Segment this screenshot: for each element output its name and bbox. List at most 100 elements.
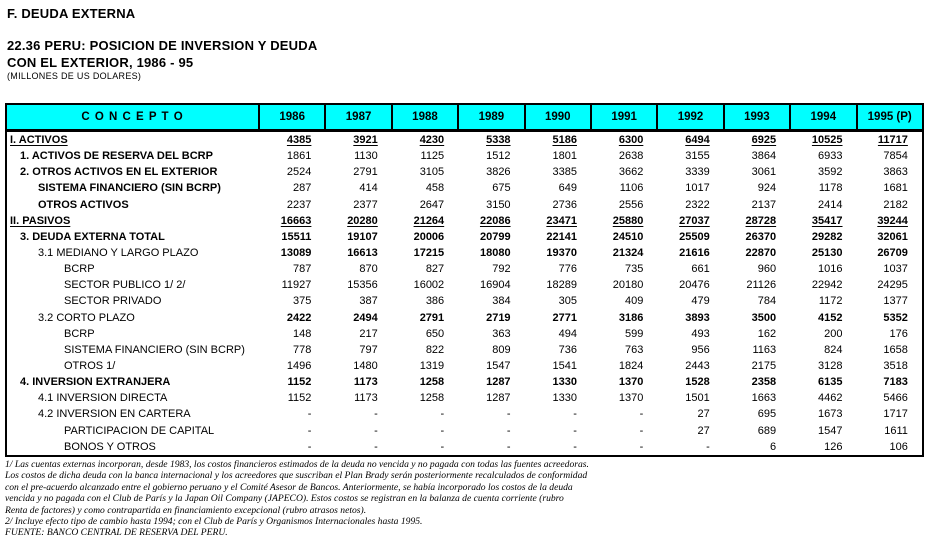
cell-value: 20280 bbox=[347, 214, 378, 227]
cell-value: 778 bbox=[293, 343, 312, 356]
cell-value: - bbox=[573, 440, 577, 453]
cell-value: 2443 bbox=[685, 360, 710, 373]
cell-value: 1541 bbox=[552, 360, 577, 373]
cell-value: 792 bbox=[492, 263, 511, 276]
cell-value: 3864 bbox=[751, 150, 777, 163]
cell-value: 479 bbox=[691, 295, 710, 308]
cell-value: 1658 bbox=[883, 343, 908, 356]
cell-value: 776 bbox=[558, 263, 577, 276]
row-label: 4.1 INVERSION DIRECTA bbox=[38, 392, 168, 405]
cell-value: 736 bbox=[558, 343, 577, 356]
cell-value: 126 bbox=[824, 440, 843, 453]
cell-value: 363 bbox=[492, 327, 511, 340]
cell-value: 23471 bbox=[546, 214, 577, 227]
cell-value: 15356 bbox=[347, 279, 378, 292]
cell-value: 148 bbox=[293, 327, 312, 340]
table-row: 1. ACTIVOS DE RESERVA DEL BCRP 1861 1130 11… bbox=[6, 148, 923, 164]
cell-value: 1258 bbox=[419, 376, 445, 389]
cell-value: 24295 bbox=[877, 279, 908, 292]
row-label: 4. INVERSION EXTRANJERA bbox=[20, 376, 171, 389]
cell-value: 2237 bbox=[286, 198, 312, 211]
year-header-cell: 1992 bbox=[656, 104, 724, 132]
cell-value: 18289 bbox=[546, 279, 577, 292]
cell-value: 1330 bbox=[552, 376, 577, 389]
cell-value: 1017 bbox=[685, 182, 710, 195]
table-title-line2: CON EL EXTERIOR, 1986 - 95 bbox=[7, 55, 194, 70]
cell-value: 2322 bbox=[685, 198, 710, 211]
cell-value: 26370 bbox=[745, 230, 777, 243]
table-row: 4.1 INVERSION DIRECTA 1152 1173 1258 1287 133… bbox=[6, 390, 923, 406]
cell-value: 3105 bbox=[419, 166, 445, 179]
footnote-line: Los costos de dicha deuda con la banca i… bbox=[5, 470, 588, 482]
cell-value: 809 bbox=[492, 343, 511, 356]
cell-value: 19107 bbox=[347, 230, 378, 243]
cell-value: - bbox=[440, 440, 445, 453]
cell-value: 1330 bbox=[552, 392, 577, 405]
cell-value: - bbox=[639, 440, 644, 453]
cell-value: 10525 bbox=[811, 134, 843, 147]
cell-value: 386 bbox=[425, 295, 445, 308]
footnote-line: 1/ Las cuentas externas incorporan, desd… bbox=[5, 459, 589, 470]
cell-value: 1152 bbox=[287, 392, 312, 405]
cell-value: - bbox=[573, 408, 577, 421]
cell-value: 3662 bbox=[618, 166, 644, 179]
footnote-line: vencida y no pagada con el Club de París… bbox=[5, 493, 564, 505]
cell-value: 3061 bbox=[751, 166, 777, 179]
cell-value: 3863 bbox=[883, 166, 908, 179]
cell-value: - bbox=[307, 424, 312, 437]
cell-value: 1016 bbox=[818, 263, 843, 276]
cell-value: 6 bbox=[770, 440, 777, 453]
cell-value: 1125 bbox=[420, 150, 445, 163]
cell-value: 1287 bbox=[486, 376, 511, 389]
section-title: F. DEUDA EXTERNA bbox=[7, 6, 136, 21]
row-label: 3. DEUDA EXTERNA TOTAL bbox=[20, 230, 165, 243]
cell-value: 4230 bbox=[419, 134, 445, 147]
cell-value: 15511 bbox=[281, 230, 312, 243]
cell-value: 797 bbox=[359, 343, 378, 356]
row-label: 2. OTROS ACTIVOS EN EL EXTERIOR bbox=[20, 166, 218, 179]
cell-value: 1377 bbox=[883, 295, 908, 308]
cell-value: 924 bbox=[757, 182, 777, 195]
cell-value: 375 bbox=[293, 295, 312, 308]
table-row: 3. DEUDA EXTERNA TOTAL 15511 19107 20006 207… bbox=[6, 229, 923, 245]
table-row: SECTOR PRIVADO 375 387 386 384 305 409 479 784 11… bbox=[6, 293, 923, 309]
cell-value: 763 bbox=[624, 343, 644, 356]
table-row: SISTEMA FINANCIERO (SIN BCRP) 778 797 822 80… bbox=[6, 342, 923, 358]
cell-value: 1106 bbox=[619, 182, 644, 195]
cell-value: 956 bbox=[691, 343, 710, 356]
cell-value: 2422 bbox=[286, 311, 312, 324]
table-title: 22.36 PERU: POSICION DE INVERSION Y DEUD… bbox=[7, 37, 317, 71]
table-row: 3.2 CORTO PLAZO 2422 2494 2791 2719 2771 3186 3… bbox=[6, 310, 923, 326]
cell-value: 287 bbox=[293, 182, 312, 195]
cell-value: 20006 bbox=[413, 230, 445, 243]
cell-value: 7183 bbox=[883, 376, 908, 389]
cell-value: 3186 bbox=[618, 311, 644, 324]
cell-value: 3128 bbox=[818, 360, 843, 373]
cell-value: 2377 bbox=[353, 198, 378, 211]
cell-value: 1172 bbox=[818, 295, 843, 308]
year-header-cell: 1987 bbox=[324, 104, 392, 132]
row-label: PARTICIPACION DE CAPITAL bbox=[64, 424, 215, 437]
table-row: BCRP 148 217 650 363 494 599 493 162 200 176 bbox=[6, 326, 923, 342]
cell-value: 6494 bbox=[685, 134, 710, 147]
row-label: SECTOR PRIVADO bbox=[64, 295, 162, 308]
cell-value: 16002 bbox=[413, 279, 445, 292]
footnote-line: Renta de factores) y como contrapartida … bbox=[5, 504, 367, 516]
cell-value: 6925 bbox=[751, 134, 777, 147]
cell-value: 162 bbox=[757, 327, 777, 340]
cell-value: 5352 bbox=[883, 311, 908, 324]
cell-value: 599 bbox=[624, 327, 644, 340]
cell-value: 1173 bbox=[353, 376, 378, 389]
cell-value: - bbox=[506, 440, 511, 453]
cell-value: 784 bbox=[757, 295, 777, 308]
cell-value: 25130 bbox=[811, 247, 843, 260]
cell-value: 39244 bbox=[877, 214, 908, 227]
year-header-cell: 1994 bbox=[789, 104, 857, 132]
cell-value: 689 bbox=[757, 424, 777, 437]
table-row: SISTEMA FINANCIERO (SIN BCRP) 287 414 458 67… bbox=[6, 180, 923, 196]
cell-value: 22141 bbox=[546, 230, 577, 243]
cell-value: 6135 bbox=[818, 376, 843, 389]
cell-value: 1152 bbox=[287, 376, 312, 389]
table-row: SECTOR PUBLICO 1/ 2/11927 15356 16002 16904… bbox=[6, 277, 923, 293]
